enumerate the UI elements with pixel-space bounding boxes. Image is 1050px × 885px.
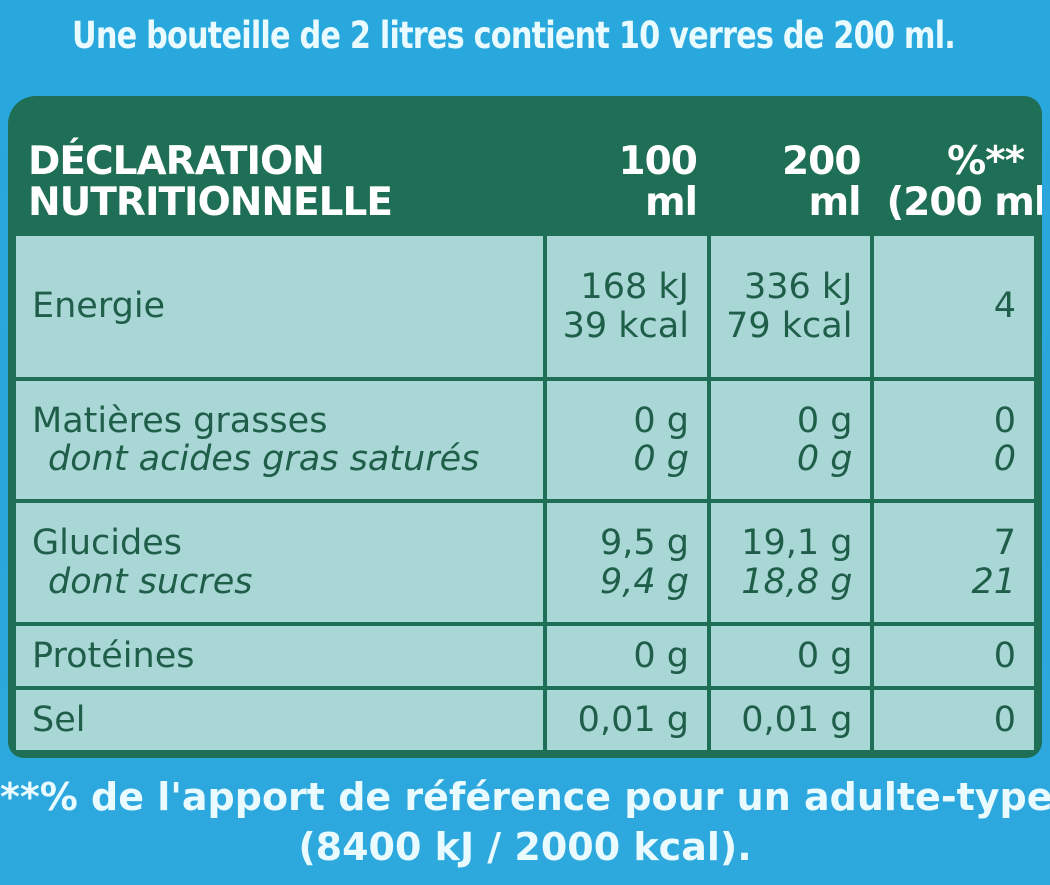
header-percent-symbol: %**	[947, 139, 1025, 185]
table-row-salt: Sel 0,01 g 0,01 g 0	[11, 686, 1038, 754]
value-carbs-200ml-main: 19,1 g	[741, 523, 853, 564]
label-energie: Energie	[11, 231, 548, 382]
value-fats-200ml: 0 g 0 g	[706, 377, 875, 504]
value-fats-100ml: 0 g 0 g	[543, 377, 711, 504]
value-fats-200ml-sub: 0 g	[796, 439, 853, 480]
label-proteines: Protéines	[11, 621, 548, 691]
value-energy-100ml: 168 kJ 39 kcal	[543, 231, 711, 382]
header-nutrition-declaration: DÉCLARATION NUTRITIONNELLE	[11, 100, 548, 236]
table-row-proteins: Protéines 0 g 0 g 0	[11, 621, 1038, 691]
nutrition-table: DÉCLARATION NUTRITIONNELLE 100 ml 200 ml…	[11, 100, 1042, 754]
value-energy-200ml-kj: 336 kJ	[743, 267, 853, 308]
value-fats-percent-main: 0	[993, 400, 1016, 441]
header-percent-unit: (200 ml)	[886, 180, 1042, 226]
table-header-row: DÉCLARATION NUTRITIONNELLE 100 ml 200 ml…	[11, 100, 1042, 236]
value-fats-percent: 0 0	[870, 377, 1038, 504]
value-energy-percent: 4	[870, 231, 1038, 382]
table-row-energy: Energie 168 kJ 39 kcal 336 kJ 79 kcal 4	[11, 231, 1038, 382]
value-salt-200ml: 0,01 g	[706, 686, 875, 754]
value-energy-200ml: 336 kJ 79 kcal	[706, 231, 875, 382]
reference-intake-note: **% de l'apport de référence pour un adu…	[0, 775, 1050, 819]
table-row-carbs: Glucides dont sucres 9,5 g 9,4 g 19,1 g …	[11, 499, 1038, 626]
value-fats-200ml-main: 0 g	[796, 400, 853, 441]
label-glucides: Glucides	[32, 523, 182, 564]
value-carbs-percent-main: 7	[993, 523, 1016, 564]
value-carbs-200ml-sub: 18,8 g	[741, 561, 853, 602]
value-proteins-100ml: 0 g	[543, 621, 711, 691]
value-carbs-percent: 7 21	[870, 499, 1038, 626]
value-salt-percent: 0	[870, 686, 1038, 754]
value-carbs-200ml: 19,1 g 18,8 g	[706, 499, 875, 626]
header-line-declaration: DÉCLARATION	[28, 139, 325, 185]
value-fats-100ml-sub: 0 g	[633, 439, 689, 480]
header-100ml: 100 ml	[543, 100, 711, 236]
value-salt-100ml: 0,01 g	[543, 686, 711, 754]
value-proteins-percent: 0	[870, 621, 1038, 691]
value-energy-100ml-kcal: 39 kcal	[562, 305, 689, 346]
nutrition-table-card: DÉCLARATION NUTRITIONNELLE 100 ml 200 ml…	[8, 96, 1042, 758]
bottle-serving-info: Une bouteille de 2 litres contient 10 ve…	[72, 14, 956, 57]
label-carbs: Glucides dont sucres	[11, 499, 548, 626]
value-energy-200ml-kcal: 79 kcal	[726, 305, 853, 346]
value-fats-percent-sub: 0	[993, 439, 1016, 480]
header-line-nutritionnelle: NUTRITIONNELLE	[28, 180, 393, 226]
value-fats-100ml-main: 0 g	[633, 400, 689, 441]
reference-intake-values: (8400 kJ / 2000 kcal).	[298, 825, 752, 869]
table-row-fats: Matières grasses dont acides gras saturé…	[11, 377, 1038, 504]
value-carbs-100ml: 9,5 g 9,4 g	[543, 499, 711, 626]
label-acides-gras-satures: dont acides gras saturés	[48, 439, 480, 480]
value-proteins-200ml: 0 g	[706, 621, 875, 691]
value-carbs-percent-sub: 21	[971, 561, 1016, 602]
value-carbs-100ml-main: 9,5 g	[599, 523, 689, 564]
label-fats: Matières grasses dont acides gras saturé…	[11, 377, 548, 504]
value-energy-100ml-kj: 168 kJ	[580, 267, 689, 308]
value-carbs-100ml-sub: 9,4 g	[599, 561, 689, 602]
header-percent-200ml: %** (200 ml)	[870, 100, 1042, 236]
label-sel: Sel	[11, 686, 548, 754]
label-dont-sucres: dont sucres	[48, 561, 253, 602]
header-200ml: 200 ml	[706, 100, 875, 236]
label-matieres-grasses: Matières grasses	[32, 400, 328, 441]
